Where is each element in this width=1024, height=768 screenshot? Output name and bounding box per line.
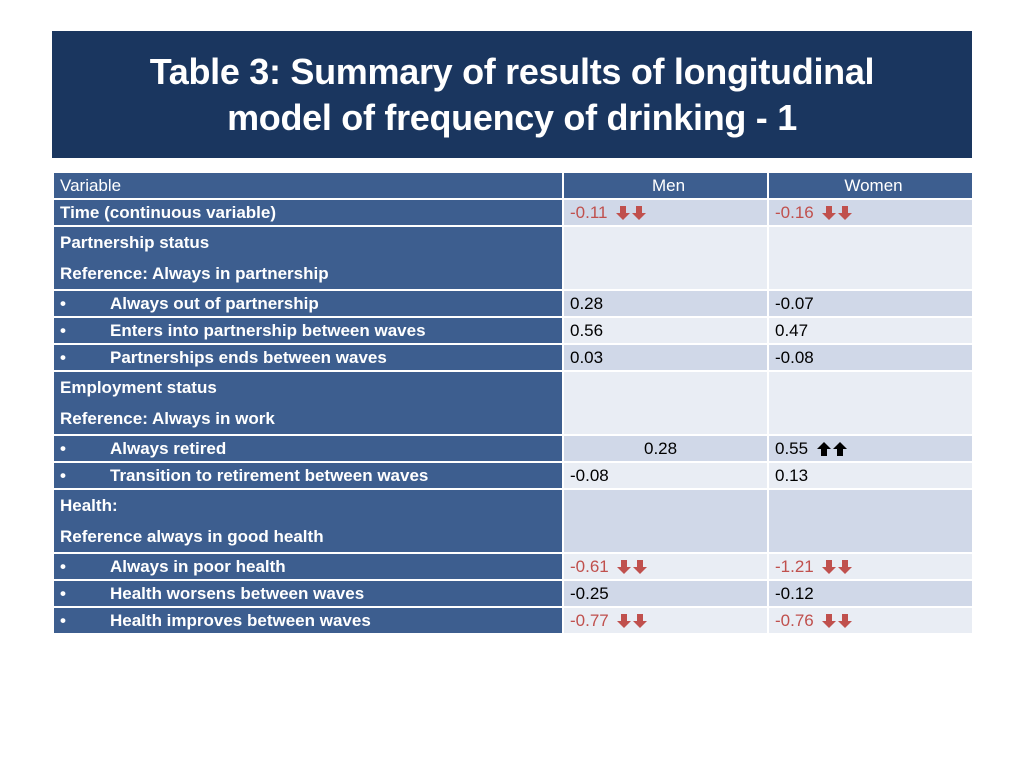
women-value-cell: 0.55	[767, 434, 974, 463]
men-value-cell: 0.28	[562, 289, 769, 318]
variable-group-cell: Health: Reference always in good health	[52, 488, 564, 554]
table-row: • Always retired 0.28 0.55	[52, 434, 974, 463]
men-value-cell: -0.08	[562, 461, 769, 490]
double-down-arrow-icon	[617, 614, 648, 629]
double-down-arrow-icon	[616, 206, 647, 221]
bullet-mark: •	[60, 347, 66, 367]
variable-label: Enters into partnership between waves	[110, 320, 426, 340]
bullet-mark: •	[60, 610, 66, 630]
group-label: Employment status	[60, 378, 217, 397]
table-row: • Health improves between waves -0.77 -0.…	[52, 606, 974, 635]
men-value-cell: 0.56	[562, 316, 769, 345]
variable-cell: • Enters into partnership between waves	[52, 316, 564, 345]
reference-label: Reference: Always in partnership	[60, 264, 329, 283]
bullet-mark: •	[60, 293, 66, 313]
men-value-cell: 0.03	[562, 343, 769, 372]
women-value-cell: -0.07	[767, 289, 974, 318]
men-value-cell	[562, 225, 769, 291]
women-value-cell: -0.16	[767, 198, 974, 227]
variable-label: Always retired	[110, 438, 227, 458]
variable-cell: • Always retired	[52, 434, 564, 463]
men-value: -0.11	[570, 202, 608, 222]
reference-label: Reference: Always in work	[60, 409, 275, 428]
variable-label: Health worsens between waves	[110, 583, 365, 603]
group-label: Partnership status	[60, 233, 210, 252]
header-men: Men	[562, 171, 769, 200]
variable-cell: • Always in poor health	[52, 552, 564, 581]
men-value-cell: -0.25	[562, 579, 769, 608]
men-value-cell: -0.61	[562, 552, 769, 581]
women-value-cell: -0.08	[767, 343, 974, 372]
double-down-arrow-icon	[617, 560, 648, 575]
variable-cell: • Health improves between waves	[52, 606, 564, 635]
men-value: -0.61	[570, 556, 609, 576]
variable-cell: • Health worsens between waves	[52, 579, 564, 608]
variable-label: Transition to retirement between waves	[110, 465, 429, 485]
variable-label: Health improves between waves	[110, 610, 371, 630]
women-value-cell	[767, 488, 974, 554]
group-label: Health:	[60, 496, 118, 515]
header-variable: Variable	[52, 171, 564, 200]
women-value-cell: -1.21	[767, 552, 974, 581]
title-line-2: model of frequency of drinking - 1	[227, 96, 797, 138]
table-row: • Always in poor health -0.61 -1.21	[52, 552, 974, 581]
variable-cell: • Transition to retirement between waves	[52, 461, 564, 490]
bullet-mark: •	[60, 438, 66, 458]
variable-group-cell: Partnership status Reference: Always in …	[52, 225, 564, 291]
women-value-cell	[767, 225, 974, 291]
table-row: Health: Reference always in good health	[52, 488, 974, 554]
women-value: -1.21	[775, 556, 814, 576]
table-row: • Health worsens between waves -0.25 -0.1…	[52, 579, 974, 608]
table-row: Time (continuous variable) -0.11 -0.16	[52, 198, 974, 227]
variable-label: Always in poor health	[110, 556, 286, 576]
reference-label: Reference always in good health	[60, 527, 324, 546]
double-down-arrow-icon	[822, 614, 853, 629]
double-down-arrow-icon	[822, 206, 853, 221]
table-row: • Partnerships ends between waves 0.03 -0…	[52, 343, 974, 372]
variable-label: Always out of partnership	[110, 293, 319, 313]
men-value-cell: -0.11	[562, 198, 769, 227]
variable-group-cell: Employment status Reference: Always in w…	[52, 370, 564, 436]
women-value-cell	[767, 370, 974, 436]
slide-title: Table 3: Summary of results of longitudi…	[52, 31, 972, 158]
men-value-cell	[562, 488, 769, 554]
women-value-cell: -0.12	[767, 579, 974, 608]
variable-label: Partnerships ends between waves	[110, 347, 387, 367]
title-line-1: Table 3: Summary of results of longitudi…	[149, 50, 875, 92]
bullet-mark: •	[60, 583, 66, 603]
table-row: Employment status Reference: Always in w…	[52, 370, 974, 436]
table-row: • Transition to retirement between waves …	[52, 461, 974, 490]
men-value-cell: -0.77	[562, 606, 769, 635]
table-row: Partnership status Reference: Always in …	[52, 225, 974, 291]
men-value-cell: 0.28	[562, 434, 769, 463]
header-women: Women	[767, 171, 974, 200]
women-value-cell: -0.76	[767, 606, 974, 635]
table-row: • Always out of partnership 0.28 -0.07	[52, 289, 974, 318]
bullet-mark: •	[60, 465, 66, 485]
table-header-row: Variable Men Women	[52, 171, 974, 200]
women-value-cell: 0.47	[767, 316, 974, 345]
women-value-cell: 0.13	[767, 461, 974, 490]
women-value: -0.16	[775, 202, 814, 222]
variable-cell: • Partnerships ends between waves	[52, 343, 564, 372]
bullet-mark: •	[60, 556, 66, 576]
double-down-arrow-icon	[822, 560, 853, 575]
table-row: • Enters into partnership between waves 0…	[52, 316, 974, 345]
variable-cell: Time (continuous variable)	[52, 198, 564, 227]
results-table: Variable Men Women Time (continuous vari…	[52, 171, 974, 635]
women-value: -0.76	[775, 610, 814, 630]
men-value: -0.77	[570, 610, 609, 630]
men-value-cell	[562, 370, 769, 436]
women-value: 0.55	[775, 438, 809, 458]
variable-cell: • Always out of partnership	[52, 289, 564, 318]
double-up-arrow-icon	[816, 442, 847, 457]
bullet-mark: •	[60, 320, 66, 340]
